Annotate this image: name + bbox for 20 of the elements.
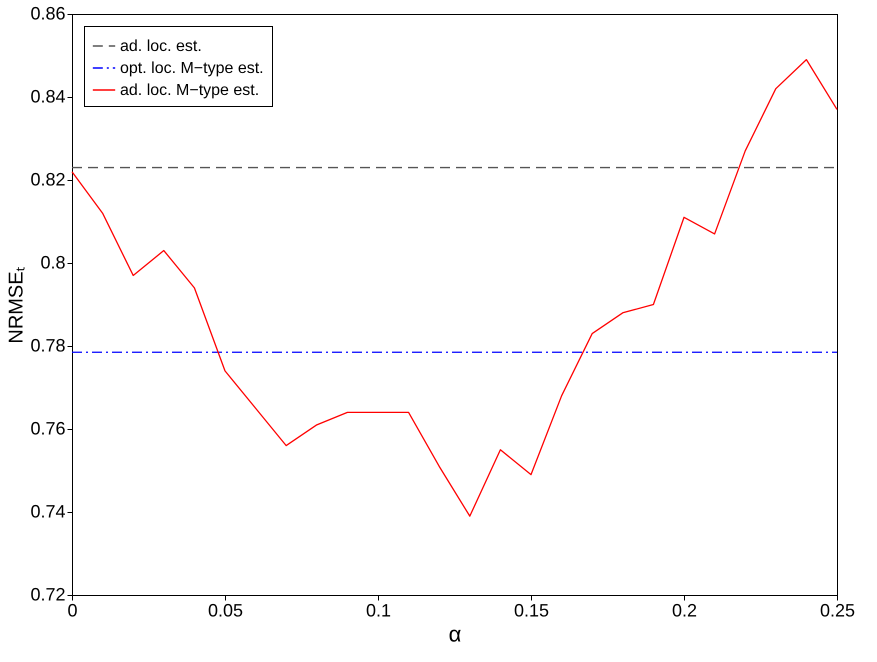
x-axis-title: α xyxy=(448,622,462,646)
y-tick-label: 0.78 xyxy=(30,336,66,356)
line-series xyxy=(71,59,838,517)
y-tick-label: 0.82 xyxy=(30,170,66,190)
legend-label: ad. loc. est. xyxy=(120,38,202,55)
x-tick-label: 0.05 xyxy=(208,600,244,620)
y-axis-title: NRMSEₜ xyxy=(5,266,28,344)
x-tick-label: 0.25 xyxy=(820,600,856,620)
x-tick-label: 0.15 xyxy=(514,600,550,620)
x-tick-label: 0 xyxy=(67,600,78,620)
y-tick-label: 0.8 xyxy=(40,252,66,272)
y-tick-label: 0.76 xyxy=(30,418,66,438)
x-tick-label: 0.2 xyxy=(672,600,698,620)
x-tick-label: 0.1 xyxy=(366,600,392,620)
y-tick-label: 0.86 xyxy=(30,4,66,24)
legend-label: ad. loc. M−type est. xyxy=(120,82,260,99)
y-tick-label: 0.74 xyxy=(30,502,66,522)
legend-label: opt. loc. M−type est. xyxy=(120,60,264,77)
y-tick-label: 0.72 xyxy=(30,584,66,604)
y-tick-label: 0.84 xyxy=(30,86,66,106)
